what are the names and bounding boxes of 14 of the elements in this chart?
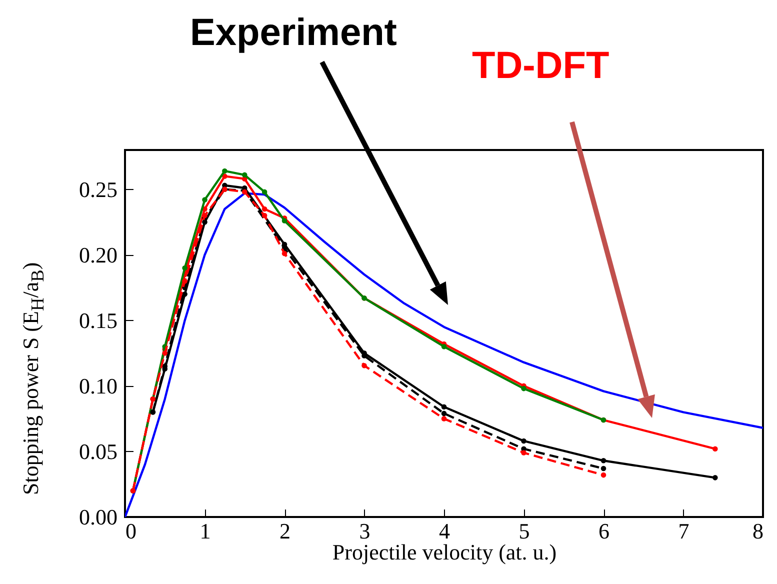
x-tick-label: 8 xyxy=(752,518,764,544)
x-tick-label: 7 xyxy=(678,518,690,544)
x-tick-label: 6 xyxy=(598,518,610,544)
y-tick-label: 0.20 xyxy=(79,242,118,268)
x-tick-label: 0 xyxy=(126,518,136,544)
y-tick-label: 0.25 xyxy=(79,176,118,202)
y-tick-label: 0.00 xyxy=(79,504,118,530)
text: TD-DFT xyxy=(472,45,610,88)
y-tick-label: 0.05 xyxy=(79,438,118,464)
y-tick-label: 0.10 xyxy=(79,373,118,398)
x-tick-label: 2 xyxy=(280,518,290,544)
x-tick-label: 1 xyxy=(200,518,211,544)
y-tick-label: 0.15 xyxy=(79,308,118,333)
text: Experiment xyxy=(190,12,397,55)
